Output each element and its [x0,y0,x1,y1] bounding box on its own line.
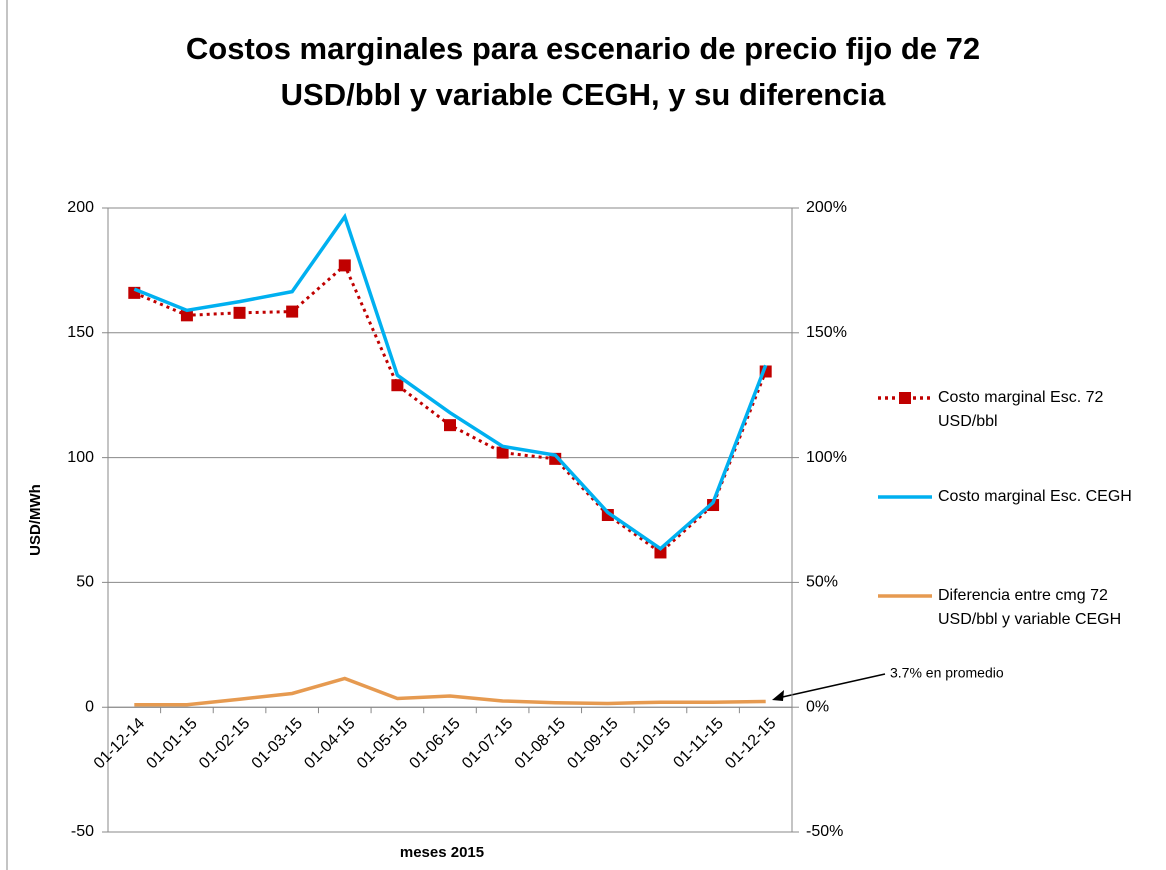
y2-tick-label: 0% [806,698,829,715]
marker [496,446,509,459]
annotation: 3.7% en promedio [890,665,1004,681]
x-tick-label: 01-07-15 [459,715,516,772]
legend-label: Diferencia entre cmg 72 USD/bbl y variab… [938,587,1122,628]
series-line [134,676,766,707]
x-axis-label: meses 2015 [400,844,484,861]
y-tick-label: 150 [67,324,94,341]
x-tick-label: 01-03-15 [249,715,306,772]
x-tick-label: 01-01-15 [143,715,200,772]
marker [180,309,193,322]
annotation-arrow [777,673,886,699]
marker [338,259,351,272]
series-line [133,212,768,551]
y-tick-label: 100 [67,449,94,466]
y2-tick-label: 100% [806,449,847,466]
marker [286,305,299,318]
x-tick-label: 01-11-15 [670,715,727,772]
x-tick-label: 01-12-15 [722,715,779,772]
series-line [133,262,768,555]
marker [391,379,404,392]
marker [707,499,720,512]
marker [601,509,614,522]
x-tick-label: 01-10-15 [617,715,674,772]
x-tick-label: 01-05-15 [354,715,411,772]
chart-title: Costos marginales para escenario de prec… [185,31,981,112]
x-tick-label: 01-12-14 [91,715,148,772]
legend-label: Costo marginal Esc. 72 USD/bbl [938,389,1104,430]
y-tick-label: 200 [67,199,94,216]
x-tick-label: 01-04-15 [301,715,358,772]
marker [128,286,141,299]
y-axis-label: USD/MWh [27,484,44,556]
legend-label: Costo marginal Esc. CEGH [938,488,1132,505]
y-tick-label: -50 [71,823,94,840]
y-tick-label: 50 [76,574,94,591]
y2-tick-label: 150% [806,324,847,341]
x-tick-label: 01-08-15 [512,715,569,772]
arrow-head [772,690,784,701]
legend-marker [899,392,911,404]
y-tick-label: 0 [85,698,94,715]
y2-tick-label: -50% [806,823,843,840]
marker [444,419,456,432]
x-tick-label: 01-02-15 [196,715,253,772]
x-tick-label: 01-09-15 [564,715,621,772]
marker [233,306,246,319]
y2-tick-label: 50% [806,574,838,591]
marker [654,546,667,559]
y2-tick-label: 200% [806,199,847,216]
x-tick-label: 01-06-15 [407,715,464,772]
